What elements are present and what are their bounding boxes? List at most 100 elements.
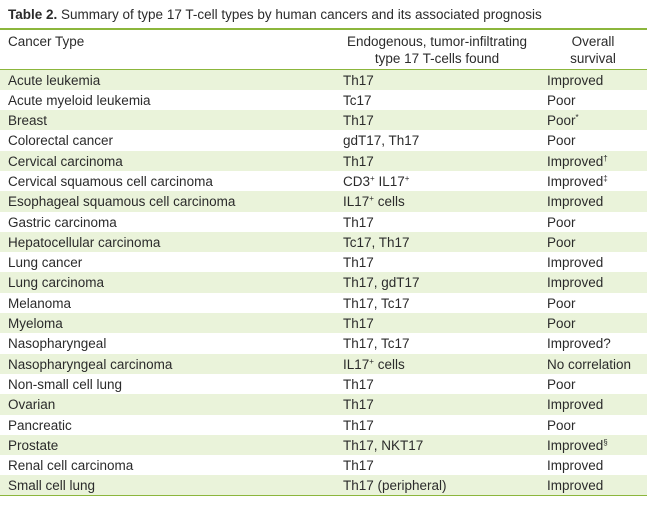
cell-cancer-type: Gastric carcinoma [8, 214, 117, 230]
table-caption-label: Table 2. [8, 7, 58, 22]
cell-t-cells-text: Th17 [343, 397, 374, 413]
cell-t-cells: Th17 [335, 313, 539, 334]
cell-survival-text: Improved [547, 397, 604, 413]
cell-survival-text: Poor [547, 417, 576, 433]
cell-t-cells-text: Th17 [343, 458, 374, 474]
cell-t-cells-text: Th17, NKT17 [343, 437, 424, 453]
cell-cancer-type: Acute leukemia [0, 69, 335, 90]
cell-survival-text: Poor [547, 92, 576, 108]
cell-t-cells: Th17, Tc17 [335, 293, 539, 313]
cell-survival-text: Poor [547, 113, 576, 129]
cell-t-cells-text: Th17 [343, 153, 374, 169]
cell-cancer-type: Esophageal squamous cell carcinoma [0, 191, 335, 212]
cell-overall-survival: Poor [539, 212, 647, 232]
cell-t-cells: Th17, NKT17 [335, 434, 539, 456]
cell-t-cells: Th17, gdT17 [335, 272, 539, 293]
cell-survival-sup: † [603, 153, 608, 163]
cell-overall-survival: Poor [539, 130, 647, 150]
cell-t-cells-sup: + [369, 356, 374, 366]
cell-overall-survival: Poor [539, 374, 647, 394]
cell-t-cells: Th17 [335, 69, 539, 90]
cell-t-cells-text: Th17 [343, 417, 374, 433]
cell-t-cells: Th17, Tc17 [335, 333, 539, 353]
cell-overall-survival: Improved [539, 69, 647, 90]
table-row: Gastric carcinoma Th17 Poor [0, 212, 647, 232]
table-caption: Table 2. Summary of type 17 T-cell types… [8, 5, 542, 25]
cell-t-cells-text: IL17 [343, 356, 370, 372]
cell-survival-text: Improved [547, 173, 604, 189]
header-cells-line2: type 17 T-cells found [374, 51, 500, 66]
cell-survival-text: Poor [547, 295, 576, 311]
cell-cancer-type: Nasopharyngeal carcinoma [0, 353, 335, 374]
table-row: Cervical squamous cell carcinoma CD3+ IL1… [0, 171, 647, 191]
cell-cancer-type: Nasopharyngeal [8, 336, 107, 352]
cell-cancer-type: Pancreatic [8, 417, 72, 433]
cell-t-cells-text: Tc17, Th17 [343, 234, 410, 250]
table-row: Prostate Th17, NKT17 Improved§ [0, 434, 647, 456]
cell-t-cells: Th17 [335, 150, 539, 171]
cell-survival-sup: ‡ [603, 173, 608, 183]
header-cells-line1: Endogenous, tumor-infiltrating [346, 34, 528, 49]
table-row: Lung carcinoma Th17, gdT17 Improved [0, 272, 647, 293]
table-row: Nasopharyngeal carcinoma IL17+ cells No co… [0, 353, 647, 374]
cell-survival-text: Improved [547, 458, 604, 474]
cell-cancer-type: Colorectal cancer [8, 133, 114, 149]
table-row: Small cell lung Th17 (peripheral) Improved [0, 475, 647, 496]
table-row: Cervical carcinoma Th17 Improved† [0, 150, 647, 171]
table-row: Myeloma Th17 Poor [0, 313, 647, 334]
cell-t-cells: Th17 [335, 455, 539, 475]
table-row: Acute leukemia Th17 Improved [0, 69, 647, 90]
cell-t-cells: IL17+ cells [335, 353, 539, 374]
table-row: Hepatocellular carcinoma Tc17, Th17 Poor [0, 231, 647, 253]
cell-t-cells-text: Th17 [343, 214, 374, 230]
cell-overall-survival: Improved [539, 455, 647, 475]
cell-survival-text: Improved [547, 478, 604, 494]
table-caption-text: Summary of type 17 T-cell types by human… [57, 7, 542, 22]
cell-survival-text: Poor [547, 133, 576, 149]
cell-cancer-type: Prostate [0, 434, 335, 456]
cell-t-cells: CD3+ IL17+ [335, 171, 539, 191]
cell-survival-text: Improved [547, 275, 604, 291]
cell-survival-sup: * [575, 113, 579, 123]
cell-t-cells-sup2: + [404, 173, 410, 183]
cell-t-cells-tail: cells [373, 356, 405, 372]
cell-overall-survival: Poor [539, 90, 647, 110]
cell-survival-sup: § [603, 437, 608, 447]
cancer-table: Cancer Type Endogenous, tumor-infiltrati… [0, 28, 647, 496]
cell-t-cells: Th17 [335, 252, 539, 272]
cell-cancer-type: Melanoma [8, 295, 72, 311]
cell-cancer-type: Cervical squamous cell carcinoma [8, 173, 213, 189]
cell-cancer-type: Cervical carcinoma [0, 150, 335, 171]
cell-overall-survival: Improved† [539, 150, 647, 171]
table-row: Lung cancer Th17 Improved [0, 252, 647, 272]
cell-t-cells-text: Th17, Tc17 [343, 295, 410, 311]
cell-overall-survival: Improved‡ [539, 171, 647, 191]
cell-t-cells: Th17 [335, 415, 539, 435]
cell-t-cells-text: Th17 (peripheral) [343, 478, 447, 494]
cell-overall-survival: Improved [539, 475, 647, 496]
cell-cancer-type: Acute myeloid leukemia [8, 92, 151, 108]
cell-t-cells-sup: + [369, 194, 374, 204]
table-row: Esophageal squamous cell carcinoma IL17+ … [0, 191, 647, 212]
cell-cancer-type: Breast [0, 110, 335, 131]
cell-t-cells-text: Th17 [343, 255, 374, 271]
cell-overall-survival: Improved [539, 191, 647, 212]
cell-overall-survival: Improved [539, 272, 647, 293]
cell-survival-text: Improved [547, 73, 604, 88]
cell-overall-survival: Poor [539, 313, 647, 334]
header-survival: Overall survival [570, 34, 616, 66]
table-row: Renal cell carcinoma Th17 Improved [0, 455, 647, 475]
cell-t-cells: gdT17, Th17 [335, 130, 539, 150]
cell-overall-survival: No correlation [539, 353, 647, 374]
cell-survival-text: Improved [547, 153, 604, 169]
table-row: Pancreatic Th17 Poor [0, 415, 647, 435]
cell-t-cells: Th17 [335, 394, 539, 415]
cell-t-cells: Tc17, Th17 [335, 231, 539, 253]
cell-survival-text: Poor [547, 316, 576, 332]
table-row: Melanoma Th17, Tc17 Poor [0, 293, 647, 313]
cell-overall-survival: Improved? [539, 333, 647, 353]
cell-t-cells: Th17 (peripheral) [335, 475, 539, 496]
cell-t-cells-text: Th17, gdT17 [343, 275, 420, 291]
cell-cancer-type: Myeloma [0, 313, 335, 334]
cell-t-cells-text: Th17 [343, 73, 374, 88]
